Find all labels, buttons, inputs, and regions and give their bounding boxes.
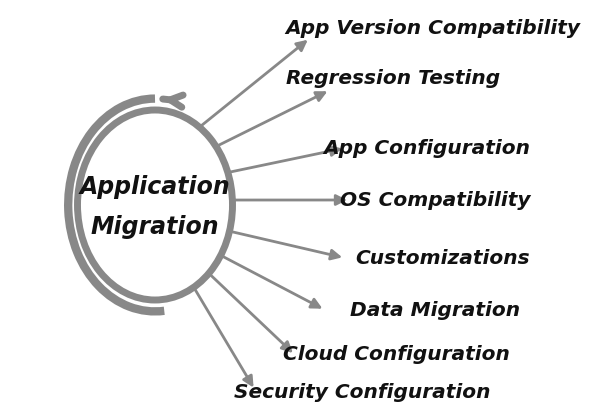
Text: Customizations: Customizations [355, 249, 530, 267]
Text: Migration: Migration [91, 215, 220, 239]
Text: App Version Compatibility: App Version Compatibility [285, 18, 580, 38]
Text: Regression Testing: Regression Testing [286, 68, 500, 88]
Text: Cloud Configuration: Cloud Configuration [283, 346, 510, 364]
Text: OS Compatibility: OS Compatibility [340, 191, 530, 209]
Text: App Configuration: App Configuration [323, 139, 530, 157]
Text: Security Configuration: Security Configuration [233, 384, 490, 402]
Text: Application: Application [80, 175, 230, 199]
Text: Data Migration: Data Migration [350, 301, 520, 319]
